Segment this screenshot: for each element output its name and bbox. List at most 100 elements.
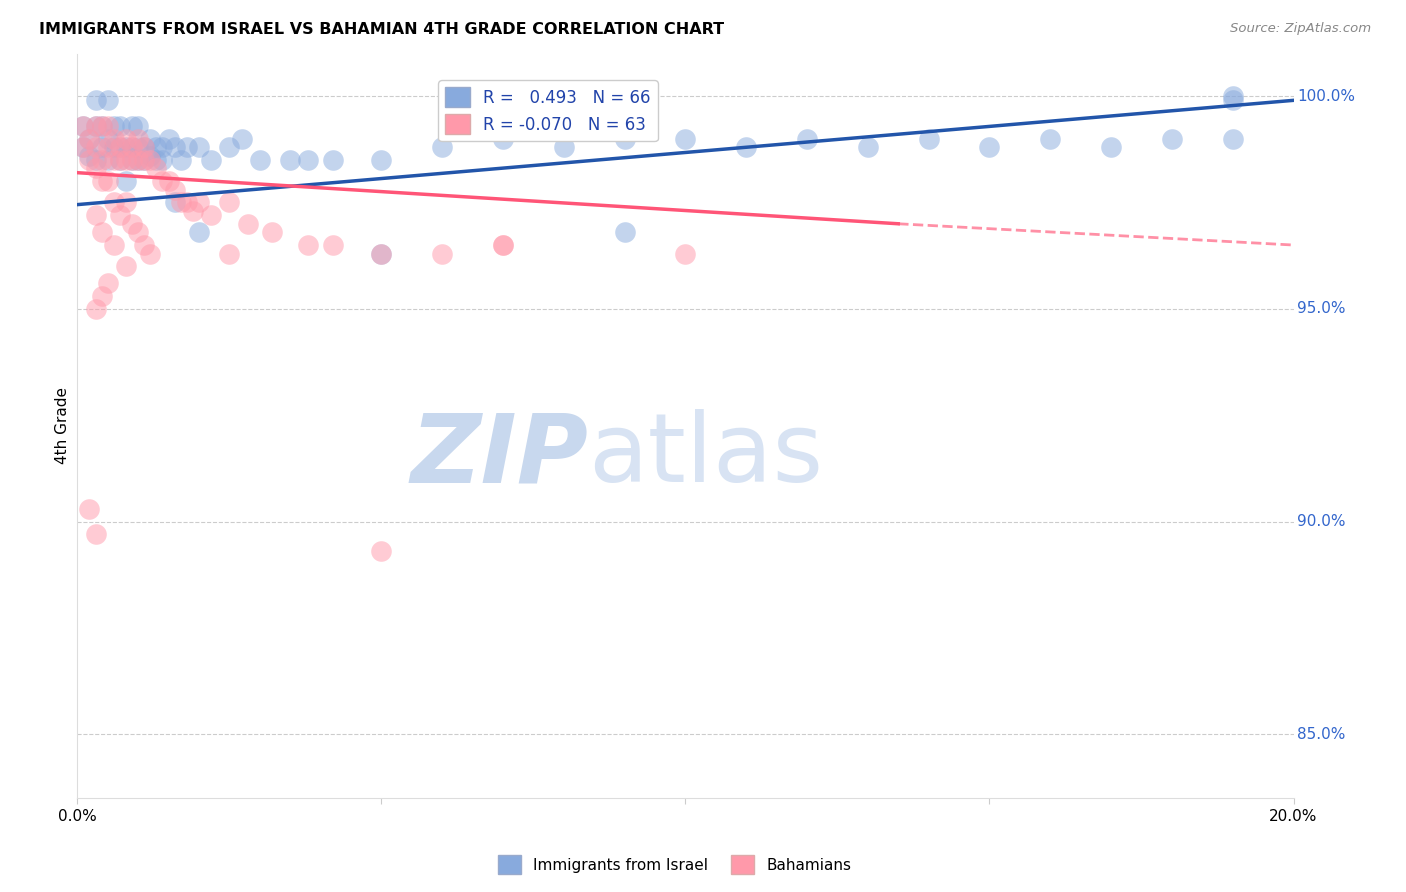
Point xyxy=(79,153,101,167)
Point xyxy=(492,238,515,252)
Point xyxy=(108,153,131,167)
Point xyxy=(134,153,156,167)
Point xyxy=(430,246,453,260)
Point xyxy=(121,153,143,167)
Point xyxy=(79,502,101,516)
Point xyxy=(72,140,94,154)
Point xyxy=(145,140,167,154)
Point xyxy=(157,131,180,145)
Point xyxy=(103,119,125,133)
Point xyxy=(84,140,107,154)
Point xyxy=(115,153,138,167)
Point xyxy=(121,217,143,231)
Point xyxy=(145,161,167,176)
Point xyxy=(127,140,149,154)
Point xyxy=(115,174,138,188)
Point xyxy=(127,119,149,133)
Point xyxy=(218,140,240,154)
Point xyxy=(157,174,180,188)
Point xyxy=(218,246,240,260)
Point xyxy=(84,301,107,316)
Point xyxy=(79,131,101,145)
Point xyxy=(181,204,204,219)
Point xyxy=(188,195,211,210)
Text: ZIP: ZIP xyxy=(411,409,588,502)
Point xyxy=(79,149,101,163)
Point xyxy=(145,153,167,167)
Point xyxy=(134,238,156,252)
Point xyxy=(97,131,120,145)
Point xyxy=(115,260,138,274)
Point xyxy=(115,131,138,145)
Point xyxy=(127,225,149,239)
Point xyxy=(127,153,149,167)
Point xyxy=(127,131,149,145)
Point xyxy=(127,153,149,167)
Point xyxy=(134,153,156,167)
Text: 90.0%: 90.0% xyxy=(1298,514,1346,529)
Point xyxy=(553,140,575,154)
Text: IMMIGRANTS FROM ISRAEL VS BAHAMIAN 4TH GRADE CORRELATION CHART: IMMIGRANTS FROM ISRAEL VS BAHAMIAN 4TH G… xyxy=(39,22,724,37)
Text: 100.0%: 100.0% xyxy=(1298,88,1355,103)
Point xyxy=(79,131,101,145)
Point xyxy=(72,119,94,133)
Point xyxy=(103,238,125,252)
Point xyxy=(1222,131,1244,145)
Point xyxy=(675,246,697,260)
Point xyxy=(170,195,193,210)
Point xyxy=(134,140,156,154)
Point xyxy=(121,140,143,154)
Point xyxy=(370,544,392,558)
Point xyxy=(297,238,319,252)
Point xyxy=(492,238,515,252)
Point xyxy=(103,131,125,145)
Point xyxy=(72,140,94,154)
Point xyxy=(90,289,112,303)
Point xyxy=(90,119,112,133)
Point xyxy=(121,119,143,133)
Point xyxy=(370,153,392,167)
Point xyxy=(97,153,120,167)
Point xyxy=(108,140,131,154)
Point xyxy=(134,140,156,154)
Point xyxy=(370,246,392,260)
Point xyxy=(97,119,120,133)
Point xyxy=(121,153,143,167)
Text: atlas: atlas xyxy=(588,409,824,502)
Point xyxy=(152,140,174,154)
Point xyxy=(613,131,636,145)
Point xyxy=(188,140,211,154)
Point xyxy=(152,174,174,188)
Point xyxy=(84,119,107,133)
Point xyxy=(152,153,174,167)
Point xyxy=(139,131,162,145)
Point xyxy=(84,208,107,222)
Point xyxy=(84,161,107,176)
Point xyxy=(231,131,253,145)
Point xyxy=(121,140,143,154)
Point xyxy=(979,140,1001,154)
Point xyxy=(163,140,186,154)
Point xyxy=(322,238,344,252)
Point xyxy=(103,195,125,210)
Point xyxy=(735,140,758,154)
Point xyxy=(84,527,107,541)
Point xyxy=(613,225,636,239)
Point xyxy=(176,195,198,210)
Point xyxy=(84,153,107,167)
Point xyxy=(218,195,240,210)
Point xyxy=(236,217,259,231)
Point xyxy=(918,131,941,145)
Point xyxy=(97,93,120,107)
Point xyxy=(90,153,112,167)
Point xyxy=(278,153,301,167)
Point xyxy=(322,153,344,167)
Point xyxy=(297,153,319,167)
Point xyxy=(170,153,193,167)
Point xyxy=(84,119,107,133)
Point xyxy=(90,119,112,133)
Point xyxy=(90,140,112,154)
Point xyxy=(856,140,879,154)
Point xyxy=(163,183,186,197)
Point xyxy=(139,149,162,163)
